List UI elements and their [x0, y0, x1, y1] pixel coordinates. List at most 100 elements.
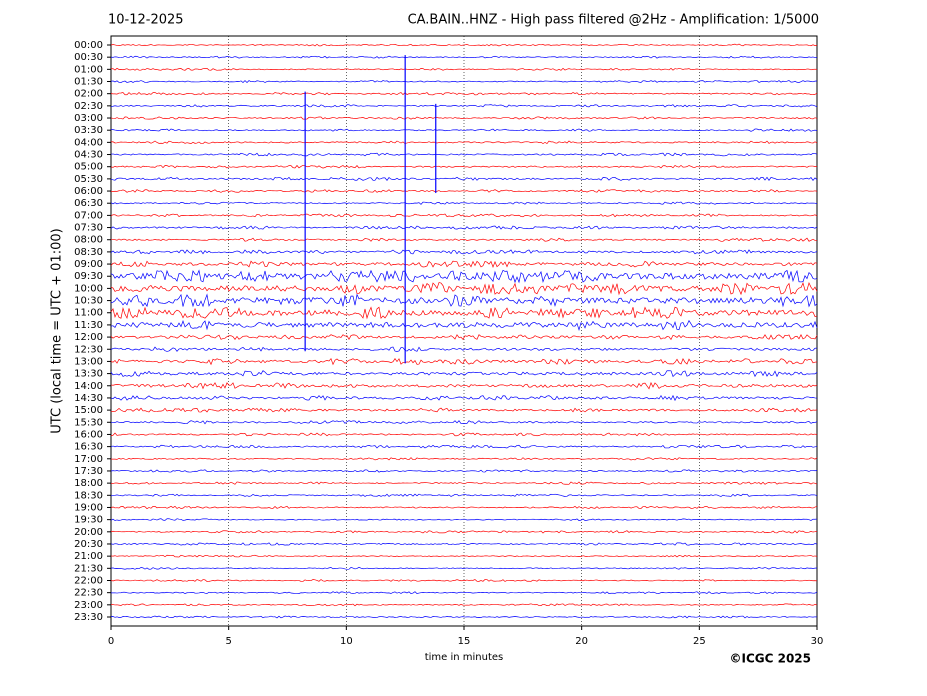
trace: [110, 55, 818, 59]
trace: [110, 260, 818, 268]
trace: [110, 104, 818, 108]
trace: [110, 518, 818, 521]
trace: [110, 319, 818, 332]
trace: [110, 43, 818, 47]
trace: [110, 334, 818, 341]
trace: [110, 579, 818, 582]
y-tick-label: 06:00: [74, 186, 103, 197]
y-tick-label: 04:00: [74, 137, 103, 148]
y-tick-label: 14:00: [74, 381, 103, 392]
x-axis-label: time in minutes: [425, 652, 504, 663]
y-tick-label: 00:00: [74, 40, 103, 51]
trace: [110, 505, 818, 510]
x-tick-label: 15: [458, 636, 471, 647]
y-tick-label: 06:30: [74, 198, 103, 209]
trace: [110, 370, 818, 378]
y-tick-label: 19:30: [74, 515, 103, 526]
y-tick-label: 20:30: [74, 539, 103, 550]
y-tick-label: 04:30: [74, 150, 103, 161]
y-tick-label: 22:30: [74, 588, 103, 599]
trace: [110, 481, 818, 485]
x-tick-label: 5: [225, 636, 231, 647]
trace: [110, 249, 818, 255]
trace: [110, 237, 818, 242]
y-tick-label: 16:00: [74, 429, 103, 440]
x-tick-label: 25: [693, 636, 706, 647]
y-tick-label: 10:30: [74, 296, 103, 307]
trace: [110, 420, 818, 425]
trace: [110, 116, 818, 120]
y-tick-label: 22:00: [74, 575, 103, 586]
trace: [110, 164, 818, 169]
trace: [110, 530, 818, 534]
y-tick-label: 07:00: [74, 210, 103, 221]
y-tick-label: 21:30: [74, 563, 103, 574]
trace: [110, 281, 818, 296]
y-tick-label: 13:30: [74, 369, 103, 380]
trace: [110, 566, 818, 570]
trace: [110, 357, 818, 366]
trace: [110, 542, 818, 546]
y-tick-label: 11:00: [74, 308, 103, 319]
y-tick-label: 08:30: [74, 247, 103, 258]
y-tick-label: 02:30: [74, 101, 103, 112]
credit: ©ICGC 2025: [729, 652, 811, 666]
y-tick-label: 13:00: [74, 356, 103, 367]
trace: [110, 80, 818, 83]
y-tick-label: 23:30: [74, 612, 103, 623]
trace: [110, 346, 818, 352]
y-tick-label: 07:30: [74, 223, 103, 234]
y-tick-label: 15:00: [74, 405, 103, 416]
y-tick-label: 23:00: [74, 600, 103, 611]
trace: [110, 152, 818, 157]
trace: [110, 394, 818, 402]
y-tick-label: 09:00: [74, 259, 103, 270]
y-axis-label: UTC (local time = UTC + 01:00): [50, 228, 65, 433]
x-tick-label: 10: [340, 636, 353, 647]
y-tick-label: 21:00: [74, 551, 103, 562]
trace: [110, 213, 818, 218]
y-tick-label: 17:00: [74, 454, 103, 465]
trace: [110, 293, 818, 308]
x-tick-label: 0: [108, 636, 114, 647]
y-tick-label: 01:00: [74, 64, 103, 75]
y-tick-label: 17:30: [74, 466, 103, 477]
trace: [110, 469, 818, 473]
trace: [110, 67, 818, 71]
trace: [110, 457, 818, 461]
x-tick-label: 20: [575, 636, 588, 647]
trace: [110, 176, 818, 181]
y-tick-label: 11:30: [74, 320, 103, 331]
y-tick-label: 09:30: [74, 271, 103, 282]
trace: [110, 128, 818, 132]
y-tick-label: 12:00: [74, 332, 103, 343]
trace: [110, 603, 818, 607]
date: 10-12-2025: [108, 13, 184, 28]
x-tick-label: 30: [811, 636, 824, 647]
y-tick-label: 03:00: [74, 113, 103, 124]
y-tick-label: 10:00: [74, 283, 103, 294]
trace: [110, 493, 818, 497]
trace: [110, 269, 818, 284]
y-tick-label: 01:30: [74, 77, 103, 88]
y-tick-label: 14:30: [74, 393, 103, 404]
y-tick-label: 05:00: [74, 162, 103, 173]
trace: [110, 201, 818, 205]
trace: [110, 591, 818, 595]
trace: [110, 432, 818, 437]
chart-title: CA.BAIN..HNZ - High pass filtered @2Hz -…: [408, 13, 819, 28]
trace: [110, 140, 818, 145]
trace: [110, 554, 818, 558]
trace: [110, 306, 818, 320]
trace: [110, 92, 818, 96]
y-tick-label: 03:30: [74, 125, 103, 136]
y-tick-label: 02:00: [74, 89, 103, 100]
y-tick-label: 18:30: [74, 490, 103, 501]
y-tick-label: 08:00: [74, 235, 103, 246]
y-tick-label: 15:30: [74, 417, 103, 428]
y-tick-label: 12:30: [74, 344, 103, 355]
y-tick-label: 18:00: [74, 478, 103, 489]
trace: [110, 225, 818, 230]
y-tick-label: 05:30: [74, 174, 103, 185]
